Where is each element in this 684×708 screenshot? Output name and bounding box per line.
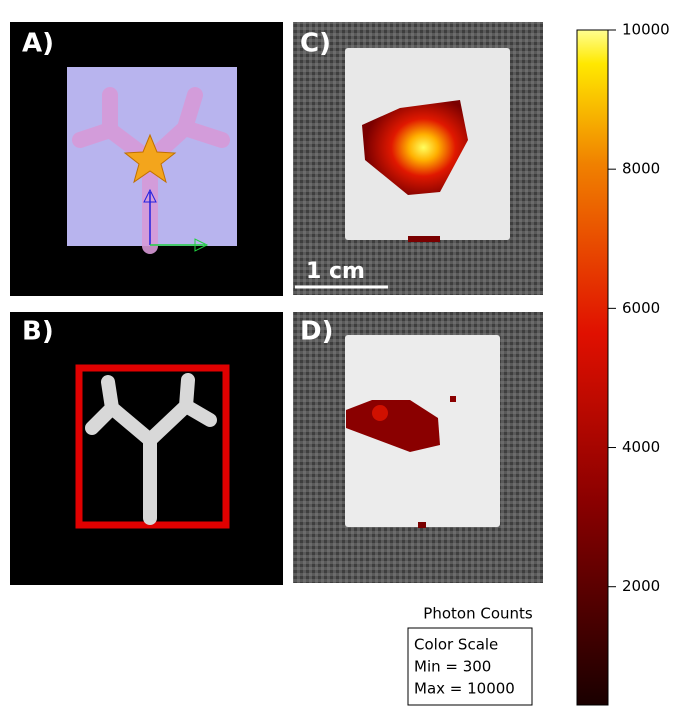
panel-a: A) (10, 22, 283, 296)
page: A) B) 1 cm C) D) Photon Counts (0, 0, 684, 708)
panel-label: D) (300, 317, 333, 347)
legend-min: Min = 300 (414, 658, 491, 676)
scale-bar-label: 1 cm (306, 259, 365, 284)
panel-label: B) (22, 317, 54, 347)
tick-label: 10000 (622, 21, 670, 39)
tick-label: 8000 (622, 160, 660, 178)
panel-c: 1 cm C) (293, 22, 543, 295)
colorbar-title: Photon Counts (423, 605, 533, 623)
tick-label: 6000 (622, 299, 660, 317)
legend-box: Color Scale Min = 300 Max = 10000 (408, 628, 532, 705)
legend-max: Max = 10000 (414, 680, 515, 698)
tick-label: 4000 (622, 438, 660, 456)
legend-title: Color Scale (414, 636, 498, 654)
panel-label: C) (300, 29, 331, 59)
panel-b: B) (10, 312, 283, 585)
tick-label: 2000 (622, 577, 660, 595)
panel-label: A) (22, 29, 54, 59)
panel-d: D) (293, 312, 543, 583)
figure: A) B) 1 cm C) D) Photon Counts (0, 0, 684, 708)
